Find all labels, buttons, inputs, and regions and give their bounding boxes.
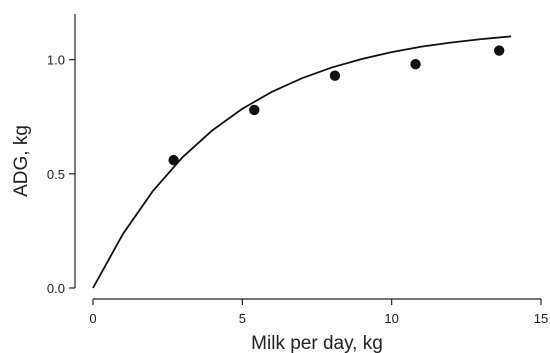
data-point	[410, 59, 421, 70]
data-point	[329, 70, 341, 81]
x-tick-label: 10	[384, 311, 398, 326]
fitted-curve	[92, 35, 512, 289]
data-point	[249, 104, 260, 116]
x-tick-label: 0	[89, 311, 96, 326]
y-tick-label: 0.0	[47, 281, 65, 296]
x-tick-label: 15	[534, 311, 548, 326]
data-point	[493, 45, 505, 56]
axes	[74, 14, 541, 300]
y-axis-title: ADG, kg	[11, 125, 32, 197]
x-axis-title: Milk per day, kg	[251, 333, 383, 353]
data-point	[168, 154, 179, 166]
ticks: 0.0 0.5 1.0 0 5 10 15	[47, 53, 548, 326]
data-points	[168, 45, 505, 166]
x-tick-label: 5	[239, 311, 246, 326]
y-tick-label: 0.5	[47, 167, 65, 182]
y-tick-label: 1.0	[47, 53, 65, 68]
